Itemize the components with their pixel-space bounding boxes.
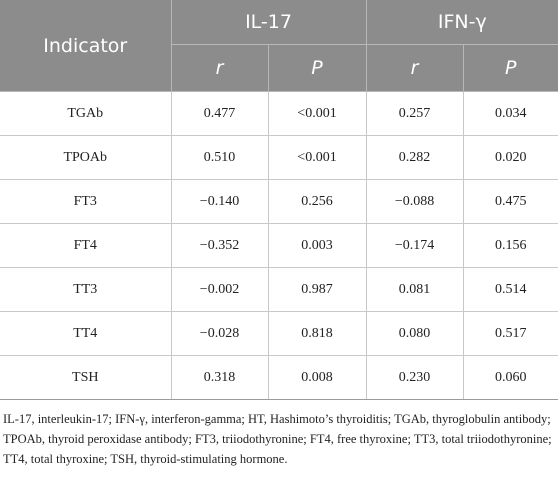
subheader-il17-p: P [268,44,367,92]
table-row: TT4 −0.028 0.818 0.080 0.517 [0,311,558,356]
cell-ifng-p: 0.514 [463,267,558,312]
table-footnote: IL-17, interleukin-17; IFN-γ, interferon… [3,412,552,466]
cell-indicator: FT4 [0,223,172,268]
cell-ifng-r: 0.257 [366,91,464,136]
table-row: FT3 −0.140 0.256 −0.088 0.475 [0,179,558,224]
cell-il17-p: 0.987 [268,267,367,312]
header-row: Indicator IL-17 IFN-γ [0,0,558,92]
table-body: TGAb 0.477 <0.001 0.257 0.034 TPOAb 0.51… [0,91,558,400]
cell-indicator: FT3 [0,179,172,224]
cell-il17-r: 0.510 [171,135,269,180]
document: Indicator IL-17 IFN-γ r P r P TGAb 0.477… [0,0,558,466]
table-row: FT4 −0.352 0.003 −0.174 0.156 [0,223,558,268]
table-row: TSH 0.318 0.008 0.230 0.060 [0,355,558,400]
cell-ifng-r: 0.081 [366,267,464,312]
cell-ifng-p: 0.020 [463,135,558,180]
subheader-ifng-p: P [463,44,558,92]
cell-il17-p: 0.818 [268,311,367,356]
table-row: TPOAb 0.510 <0.001 0.282 0.020 [0,135,558,180]
cell-il17-p: 0.256 [268,179,367,224]
cell-ifng-p: 0.517 [463,311,558,356]
table-header: Indicator IL-17 IFN-γ r P r P [0,0,558,92]
table-row: TT3 −0.002 0.987 0.081 0.514 [0,267,558,312]
cell-il17-p: 0.008 [268,355,367,400]
cell-indicator: TGAb [0,91,172,136]
cell-ifng-r: −0.088 [366,179,464,224]
cell-indicator: TSH [0,355,172,400]
cell-ifng-p: 0.034 [463,91,558,136]
cell-il17-p: 0.003 [268,223,367,268]
cell-il17-p: <0.001 [268,91,367,136]
cell-il17-r: −0.028 [171,311,269,356]
cell-ifng-r: −0.174 [366,223,464,268]
cell-ifng-r: 0.080 [366,311,464,356]
header-group-il17: IL-17 [171,0,367,45]
header-group-ifng: IFN-γ [366,0,558,45]
cell-indicator: TPOAb [0,135,172,180]
cell-ifng-p: 0.156 [463,223,558,268]
cell-il17-r: 0.318 [171,355,269,400]
cell-il17-r: 0.477 [171,91,269,136]
cell-il17-r: −0.140 [171,179,269,224]
cell-il17-r: −0.352 [171,223,269,268]
cell-ifng-r: 0.282 [366,135,464,180]
subheader-ifng-r: r [366,44,464,92]
subheader-il17-r: r [171,44,269,92]
cell-il17-p: <0.001 [268,135,367,180]
cell-indicator: TT3 [0,267,172,312]
cell-indicator: TT4 [0,311,172,356]
subheader-row: r P r P [0,44,558,92]
cell-ifng-r: 0.230 [366,355,464,400]
cell-ifng-p: 0.060 [463,355,558,400]
correlation-table: Indicator IL-17 IFN-γ r P r P TGAb 0.477… [0,0,558,400]
header-indicator: Indicator [0,0,172,92]
cell-ifng-p: 0.475 [463,179,558,224]
cell-il17-r: −0.002 [171,267,269,312]
table-row: TGAb 0.477 <0.001 0.257 0.034 [0,91,558,136]
